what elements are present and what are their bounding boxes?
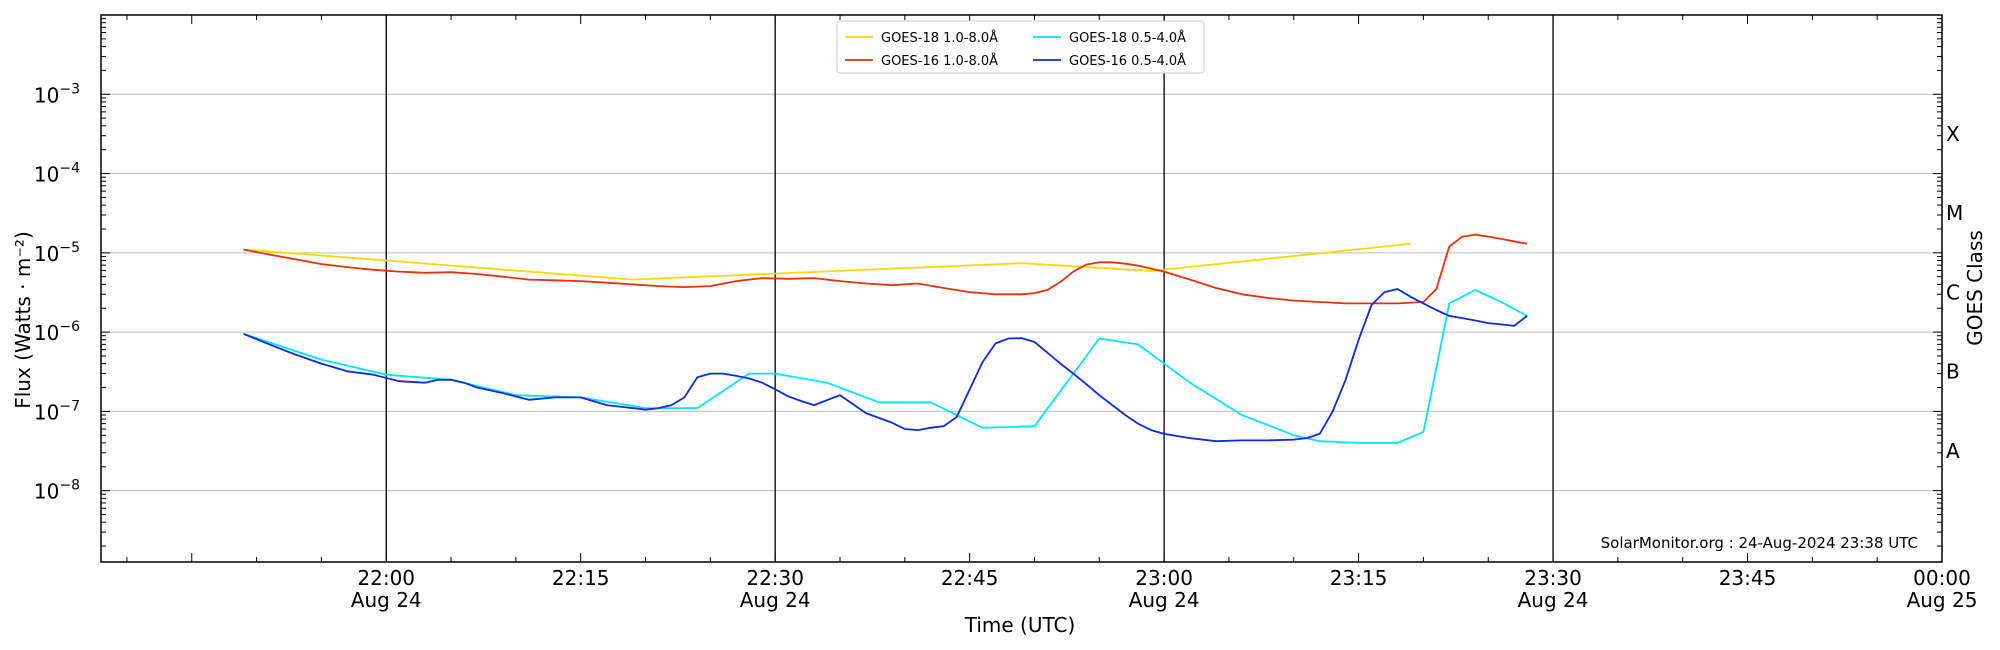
goes-class-c: C [1946, 280, 1960, 304]
series-line-3 [243, 288, 1528, 443]
legend-label: GOES-16 1.0-8.0Å [881, 53, 998, 69]
x-axis-title: Time (UTC) [964, 613, 1076, 637]
x-tick-time-label: 22:45 [941, 566, 999, 590]
flux-series [243, 233, 1528, 444]
grid-lines [101, 93, 1942, 492]
plot-area-frame [100, 14, 1943, 563]
series-line-2 [243, 233, 1528, 305]
legend-label: GOES-16 0.5-4.0Å [1069, 53, 1186, 69]
x-tick-date-label: Aug 25 [1907, 588, 1978, 612]
x-tick-time-label: 00:00 [1913, 566, 1971, 590]
y-tick-label: 10−4 [34, 161, 80, 187]
x-tick-time-label: 22:15 [552, 566, 610, 590]
legend-label: GOES-18 1.0-8.0Å [881, 30, 998, 46]
x-tick-date-label: Aug 24 [351, 588, 422, 612]
legend-box [836, 20, 1205, 74]
legend: GOES-18 1.0-8.0Å GOES-18 0.5-4.0Å GOES-16 … [836, 20, 1205, 74]
y-tick-label: 10−8 [34, 478, 80, 504]
series-line-0 [243, 242, 1411, 281]
x-tick-date-label: Aug 24 [740, 588, 811, 612]
y-axis-title: Flux (Watts · m⁻²) [11, 231, 35, 409]
y-tick-label: 10−6 [34, 319, 80, 345]
right-axis-title: GOES Class [1963, 230, 1987, 346]
credit-text: SolarMonitor.org : 24-Aug-2024 23:38 UTC [1601, 534, 1918, 552]
goes-class-x: X [1946, 122, 1960, 146]
y-tick-label: 10−3 [34, 81, 80, 107]
legend-label: GOES-18 0.5-4.0Å [1069, 30, 1186, 46]
goes-class-labels: A B C M X [1946, 122, 1963, 463]
goes-class-b: B [1946, 360, 1960, 384]
x-tick-time-label: 22:00 [357, 566, 415, 590]
x-tick-time-label: 23:00 [1135, 566, 1193, 590]
x-tick-time-label: 23:45 [1719, 566, 1777, 590]
time-marker-lines [385, 15, 1554, 562]
x-tick-date-label: Aug 24 [1518, 588, 1589, 612]
x-tick-date-label: Aug 24 [1129, 588, 1200, 612]
x-tick-time-label: 23:30 [1524, 566, 1582, 590]
goes-class-m: M [1946, 201, 1963, 225]
goes-class-a: A [1946, 439, 1960, 463]
y-axis-ticks: 10−8 10−7 10−6 10−5 10−4 10−3 [34, 14, 1942, 547]
y-tick-label: 10−5 [34, 240, 80, 266]
y-tick-label: 10−7 [34, 398, 80, 424]
x-tick-time-label: 23:15 [1330, 566, 1388, 590]
x-tick-time-label: 22:30 [746, 566, 804, 590]
